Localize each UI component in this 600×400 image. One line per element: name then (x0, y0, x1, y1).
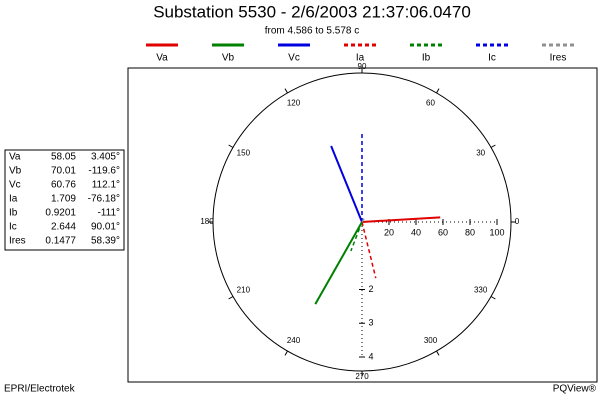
r-tick-label: 80 (465, 227, 475, 237)
angle-tick-label: 120 (287, 98, 301, 107)
angle-tick-label: 210 (237, 286, 251, 295)
table-angle: -111° (97, 208, 120, 219)
r-tick-label: 100 (489, 227, 504, 237)
table-magnitude: 58.05 (51, 152, 76, 163)
angle-tick-label: 60 (426, 98, 435, 107)
legend-label: Vb (222, 53, 235, 64)
legend-label: Ic (488, 53, 496, 64)
table-name: Va (9, 152, 21, 163)
table-angle: 112.1° (92, 180, 120, 191)
r2-tick-label: 3 (368, 318, 373, 328)
angle-tick (228, 296, 234, 300)
angle-tick-label: 30 (476, 149, 485, 158)
table-angle: 90.01° (91, 222, 120, 233)
angle-tick (228, 144, 234, 148)
footer-left: EPRI/Electrotek (4, 384, 76, 395)
angle-tick (490, 296, 496, 300)
angle-tick-label: 330 (474, 286, 488, 295)
table-magnitude: 0.9201 (45, 208, 76, 219)
angle-tick-label: 240 (287, 336, 301, 345)
phasor (361, 217, 366, 223)
angle-tick (436, 88, 440, 94)
r-tick-label: 20 (384, 227, 394, 237)
legend-label: Vc (288, 53, 300, 64)
table-magnitude: 1.709 (51, 194, 76, 205)
table-name: Ires (9, 236, 26, 247)
table-magnitude: 0.1477 (45, 236, 76, 247)
phasor (314, 221, 363, 305)
angle-tick-label: 270 (355, 372, 369, 381)
table-angle: -119.6° (88, 166, 120, 177)
phasor (350, 221, 363, 252)
r-tick-label: 60 (438, 227, 448, 237)
table-name: Ia (9, 194, 18, 205)
table-magnitude: 2.644 (51, 222, 76, 233)
legend-label: Ib (422, 53, 431, 64)
legend-label: Ia (356, 53, 365, 64)
footer-right: PQView® (553, 384, 597, 395)
angle-tick-label: 90 (358, 62, 367, 71)
table-name: Ib (9, 208, 18, 219)
legend-label: Ires (550, 53, 567, 64)
table-angle: 3.405° (91, 152, 120, 163)
table-name: Vc (9, 180, 21, 191)
value-table (4, 149, 125, 251)
table-name: Vb (9, 166, 22, 177)
angle-tick-label: 180 (200, 217, 214, 226)
table-magnitude: 70.01 (51, 166, 76, 177)
table-magnitude: 60.76 (51, 180, 76, 191)
angle-tick (284, 88, 288, 94)
chart-title: Substation 5530 - 2/6/2003 21:37:06.0470 (153, 2, 471, 21)
angle-tick-label: 300 (424, 336, 438, 345)
angle-tick-label: 150 (237, 149, 251, 158)
angle-tick (490, 144, 496, 148)
angle-tick (436, 350, 440, 356)
phasor (361, 221, 377, 279)
angle-tick-label: 0 (515, 217, 520, 226)
table-angle: -76.18° (88, 194, 120, 205)
r2-tick-label: 4 (368, 351, 373, 361)
r2-tick-label: 2 (368, 284, 373, 294)
table-name: Ic (9, 222, 17, 233)
angle-tick (284, 350, 288, 356)
phasor (361, 216, 441, 223)
r-tick-label: 40 (411, 227, 421, 237)
phasor (330, 145, 363, 223)
chart-subtitle: from 4.586 to 5.578 c (265, 26, 360, 37)
table-angle: 58.39° (91, 236, 120, 247)
legend-label: Va (156, 53, 168, 64)
